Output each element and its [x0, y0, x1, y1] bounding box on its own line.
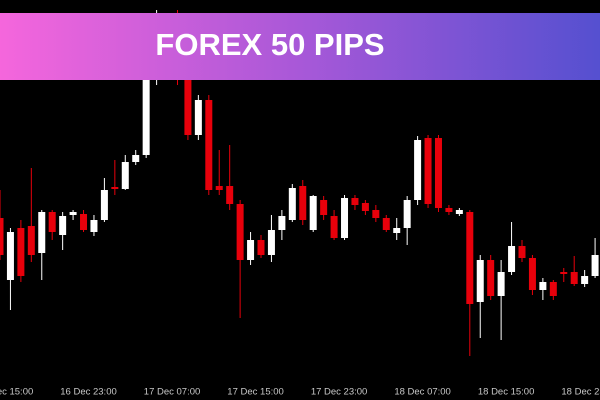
candle-body: [508, 246, 516, 272]
candle-body: [445, 208, 453, 212]
chart-title: FOREX 50 PIPS: [155, 27, 384, 62]
candle-body: [341, 198, 349, 238]
candle-body: [549, 282, 557, 296]
candle-body: [205, 100, 213, 190]
candle-body: [236, 204, 244, 260]
candle-body: [351, 198, 359, 205]
x-tick-label: 18 Dec 15:00: [478, 387, 535, 398]
candle-body: [361, 203, 369, 211]
candle-body: [90, 220, 98, 232]
candle-body: [581, 276, 589, 284]
candle-body: [184, 80, 192, 135]
candle-body: [309, 196, 317, 230]
x-tick-label: 17 Dec 15:00: [227, 387, 284, 398]
candle-body: [288, 188, 296, 220]
candle-body: [518, 246, 526, 258]
candle-body: [257, 240, 265, 255]
x-tick-label: 18 Dec 23:00: [561, 387, 600, 398]
candle-body: [414, 140, 422, 200]
candle-body: [455, 210, 463, 214]
candle-body: [0, 218, 4, 255]
candle-body: [194, 100, 202, 135]
candle-body: [497, 272, 505, 296]
candle-body: [142, 80, 150, 155]
candle-body: [570, 272, 578, 284]
x-tick-label: 16 Dec 15:00: [0, 387, 33, 398]
candle-body: [591, 255, 599, 276]
candle-body: [111, 187, 119, 189]
candle-body: [80, 214, 88, 230]
x-tick-label: 17 Dec 23:00: [311, 387, 368, 398]
candle-body: [476, 260, 484, 302]
candle-body: [560, 272, 568, 274]
candle-body: [487, 260, 495, 296]
candle-body: [424, 138, 432, 204]
candle-body: [267, 230, 275, 255]
candle-body: [226, 186, 234, 204]
candle-body: [299, 186, 307, 220]
candle-body: [38, 212, 46, 253]
candle-body: [59, 216, 67, 235]
candle-body: [528, 258, 536, 290]
candle-body: [539, 282, 547, 290]
candle-body: [393, 228, 401, 233]
candle-body: [320, 200, 328, 215]
candle-body: [121, 162, 129, 189]
candle-body: [132, 155, 140, 162]
candle-body: [278, 216, 286, 230]
candle-body: [466, 212, 474, 304]
x-tick-label: 18 Dec 07:00: [394, 387, 451, 398]
candle-body: [6, 232, 14, 280]
candle-body: [69, 212, 77, 215]
candle-body: [382, 218, 390, 230]
candle-body: [27, 226, 35, 255]
candle-body: [330, 216, 338, 238]
candle-body: [434, 138, 442, 208]
candle-body: [403, 200, 411, 228]
banner: [0, 13, 600, 80]
candle-body: [372, 210, 380, 218]
candle-body: [17, 228, 25, 276]
x-tick-label: 16 Dec 23:00: [60, 387, 117, 398]
candle-body: [100, 190, 108, 220]
x-tick-label: 17 Dec 07:00: [144, 387, 201, 398]
candle-body: [215, 186, 223, 190]
candle-body: [247, 240, 255, 260]
candle-body: [48, 212, 56, 232]
